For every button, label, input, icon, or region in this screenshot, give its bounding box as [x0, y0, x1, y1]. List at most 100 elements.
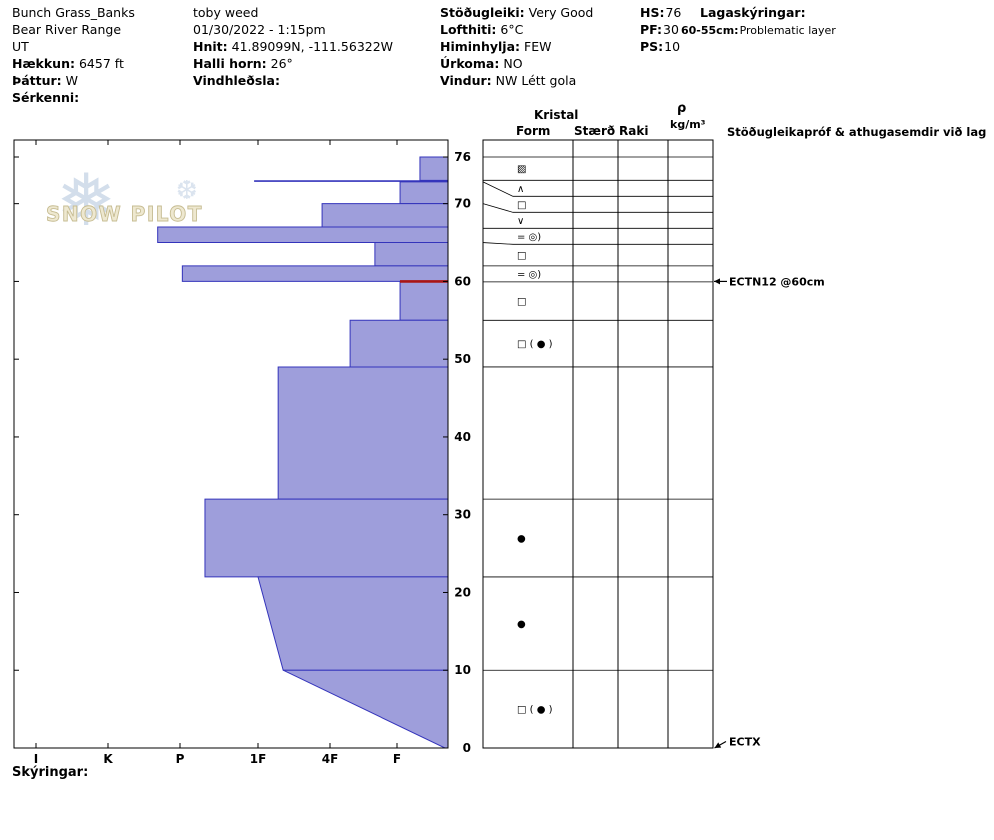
wind-label: Vindur: — [440, 73, 492, 88]
notes-label: Skýringar: — [12, 765, 89, 780]
pf-label: PF: — [640, 22, 663, 37]
snow-height-value: 76 — [665, 5, 682, 20]
layer-notes-header: Lagaskýringar: — [700, 5, 806, 20]
grain-form-symbol: □ — [517, 297, 526, 308]
size-column-header: Stærð — [574, 124, 616, 138]
hardness-axis-label: K — [103, 752, 113, 766]
hardness-axis-label: P — [176, 752, 185, 766]
precipitation-label: Úrkoma: — [440, 56, 500, 71]
snowpilot-logo: ❅ ❆ SNOW PILOT — [44, 164, 234, 240]
hardness-axis-label: F — [393, 752, 401, 766]
wind: Vindur: NW Létt gola — [440, 73, 576, 88]
hardness-axis-label: I — [34, 752, 38, 766]
snowflake-icon: ❆ — [176, 176, 198, 206]
grain-form-symbol: □ ( ● ) — [517, 705, 553, 716]
snow-height: HS:76 — [640, 5, 681, 20]
grain-form-symbol: = ◎) — [517, 269, 541, 280]
grain-form-symbol: □ — [517, 251, 526, 262]
stability-value: Very Good — [528, 5, 594, 20]
grain-form-symbol: ▨ — [517, 164, 526, 175]
elevation-value: 6457 ft — [78, 56, 124, 71]
wind-loading: Vindhleðsla: — [193, 73, 284, 88]
grain-form-symbol: ● — [517, 619, 526, 630]
crystal-group-header: Kristal — [534, 108, 579, 122]
ps-label: PS: — [640, 39, 664, 54]
depth-axis-label: 20 — [454, 585, 471, 599]
sky-cover-value: FEW — [524, 39, 552, 54]
snow-layer-bar — [321, 203, 449, 228]
slope-angle: Halli horn: 26° — [193, 56, 293, 71]
layer-note: 60-55cm:Problematic layer — [681, 24, 836, 37]
crystal-table-border — [482, 139, 669, 749]
hardness-axis-label: 1F — [250, 752, 267, 766]
pit-foot-depth: PF:30 — [640, 22, 679, 37]
hardness-axis-label: 4F — [322, 752, 339, 766]
air-temp-label: Lofthiti: — [440, 22, 497, 37]
precipitation: Úrkoma: NO — [440, 56, 523, 71]
snow-layer-bar — [282, 669, 449, 749]
slope-angle-value: 26° — [270, 56, 293, 71]
depth-axis-label: 70 — [454, 197, 471, 211]
depth-axis-label: 30 — [454, 508, 471, 522]
grain-form-symbol: ∨ — [517, 216, 524, 227]
snowflake-icon: ❅ — [56, 158, 117, 242]
depth-axis-label: 10 — [454, 663, 471, 677]
ps-value: 10 — [664, 39, 681, 54]
grain-form-symbol: □ — [517, 200, 526, 211]
hardness-chart-border — [13, 139, 449, 749]
wetness-column-header: Raki — [619, 124, 649, 138]
aspect-label: Þáttur: — [12, 73, 62, 88]
mountain-range: Bear River Range — [12, 22, 122, 37]
ps-depth: PS:10 — [640, 39, 680, 54]
snow-layer-bar — [399, 280, 449, 321]
stability-label: Stöðugleiki: — [440, 5, 525, 20]
sky-cover: Himinhylja: FEW — [440, 39, 551, 54]
density-unit-header: kg/m³ — [670, 118, 706, 131]
air-temp-value: 6°C — [500, 22, 524, 37]
observation-datetime: 01/30/2022 - 1:15pm — [193, 22, 326, 37]
stability: Stöðugleiki: Very Good — [440, 5, 593, 20]
snow-layer-bar — [204, 498, 449, 578]
leader-line — [482, 203, 514, 213]
logo-text: SNOW PILOT — [46, 202, 203, 227]
depth-axis-label: 76 — [454, 150, 471, 164]
aspect-value: W — [65, 73, 79, 88]
depth-axis-label: 60 — [454, 274, 471, 288]
air-temp: Lofthiti: 6°C — [440, 22, 523, 37]
depth-axis-label: 0 — [463, 741, 471, 755]
layer-note-text: Problematic layer — [739, 24, 836, 37]
slope-angle-label: Halli horn: — [193, 56, 267, 71]
sky-cover-label: Himinhylja: — [440, 39, 521, 54]
elevation: Hækkun: 6457 ft — [12, 56, 124, 71]
wind-value: NW Létt gola — [495, 73, 577, 88]
test-arrowhead — [714, 278, 720, 285]
tests-comments-header: Stöðugleikapróf & athugasemdir við lag — [727, 125, 987, 139]
feature: Sérkenni: — [12, 90, 83, 105]
density-column-border — [667, 139, 714, 749]
snow-layer-bar — [349, 319, 449, 368]
feature-label: Sérkenni: — [12, 90, 80, 105]
snow-height-label: HS: — [640, 5, 665, 20]
depth-axis-label: 40 — [454, 430, 471, 444]
snow-layer-bar — [157, 226, 449, 244]
leader-line — [482, 242, 514, 245]
form-column-header: Form — [516, 124, 551, 138]
site-name: Bunch Grass_Banks — [12, 5, 135, 20]
grain-form-symbol: ∧ — [517, 184, 524, 195]
pf-value: 30 — [663, 22, 679, 37]
wind-loading-label: Vindhleðsla: — [193, 73, 280, 88]
snow-layer-bar — [277, 366, 449, 500]
snow-layer-bar — [374, 242, 449, 267]
grain-form-symbol: = ◎) — [517, 232, 541, 243]
aspect: Þáttur: W — [12, 73, 78, 88]
coordinates: Hnit: 41.89099N, -111.56322W — [193, 39, 393, 54]
grain-form-symbol: □ ( ● ) — [517, 339, 553, 350]
test-arrowhead — [714, 742, 722, 748]
stability-test-label: ECTX — [729, 736, 761, 749]
leader-line — [482, 181, 514, 197]
layer-note-range: 60-55cm: — [681, 24, 739, 37]
density-symbol-header: ρ — [677, 101, 687, 116]
snow-layer-bar — [419, 156, 449, 181]
